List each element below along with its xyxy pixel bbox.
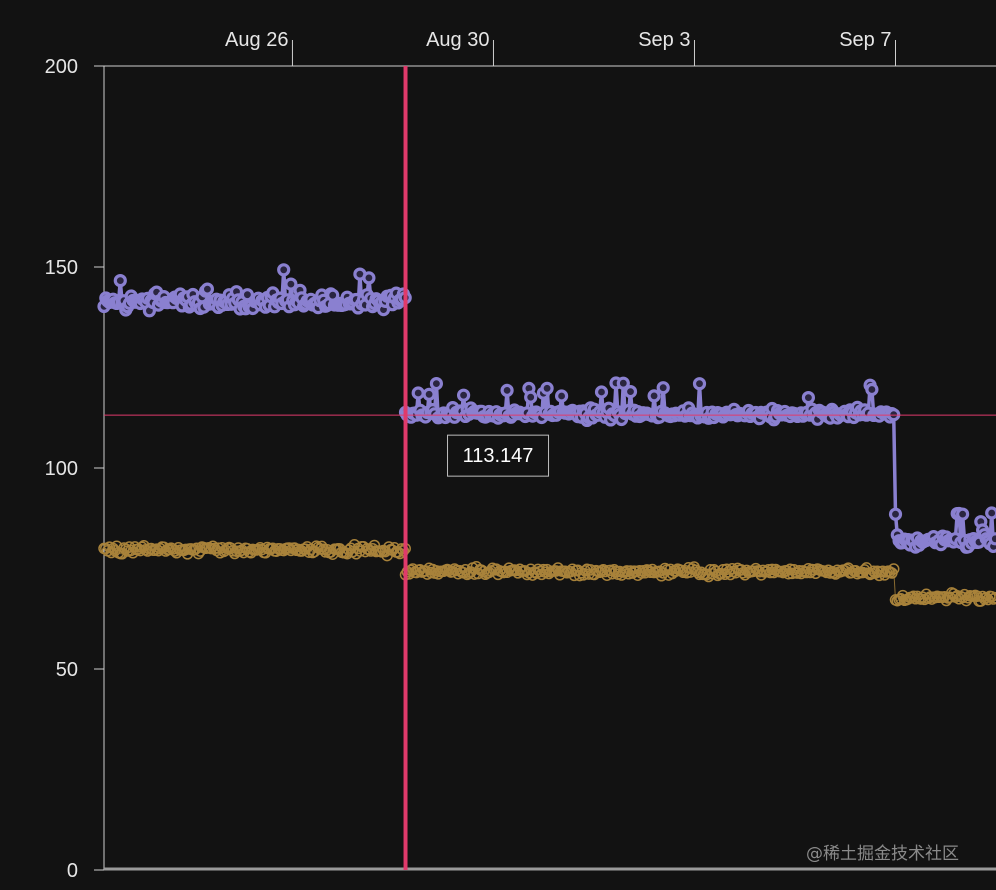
x-tick-label: Aug 30: [426, 29, 489, 51]
data-point: [559, 565, 571, 577]
series-2: [98, 539, 996, 607]
data-point: [167, 543, 179, 555]
data-point: [540, 381, 554, 395]
data-point: [635, 567, 648, 579]
data-point: [205, 542, 217, 555]
x-tick-label: Aug 26: [225, 29, 288, 51]
cursor-layer[interactable]: 113.147: [104, 66, 996, 870]
data-point: [554, 389, 569, 403]
data-point: [227, 545, 239, 557]
data-point: [169, 545, 181, 557]
y-tick-label: 0: [67, 860, 78, 882]
data-point: [865, 382, 879, 397]
series-layer: [97, 263, 996, 607]
data-point: [692, 377, 707, 391]
data-point: [200, 282, 214, 296]
x-tick-label: Sep 7: [839, 29, 891, 51]
y-tick-label: 200: [45, 56, 78, 78]
data-point: [310, 540, 323, 552]
data-point: [500, 383, 514, 397]
cursor-value-label: 113.147: [463, 445, 534, 467]
data-point: [726, 562, 738, 575]
data-point: [429, 377, 443, 391]
data-point: [985, 506, 996, 520]
data-point: [987, 593, 996, 605]
data-point: [616, 376, 630, 390]
data-point: [824, 567, 836, 579]
data-point: [633, 564, 646, 577]
data-point: [988, 532, 996, 546]
data-point: [989, 591, 996, 604]
y-tick-label: 100: [45, 458, 78, 480]
data-point: [656, 381, 670, 395]
data-point: [113, 274, 127, 288]
y-tick-label: 50: [56, 659, 78, 681]
data-point: [190, 542, 203, 555]
data-point: [594, 385, 609, 399]
data-point: [422, 387, 436, 401]
y-axis: 0 50 100 150 200: [45, 56, 105, 882]
data-point: [647, 389, 661, 403]
y-tick-label: 150: [45, 257, 78, 279]
series-1: [97, 263, 996, 554]
data-point: [801, 391, 816, 405]
data-point: [524, 390, 538, 404]
watermark: @稀土掘金技术社区: [806, 844, 959, 864]
data-point: [392, 546, 404, 558]
data-point: [623, 385, 638, 399]
data-point: [924, 591, 936, 603]
data-point: [907, 590, 920, 602]
data-point: [362, 271, 376, 285]
data-point: [909, 593, 922, 605]
cursor-value-box: [447, 434, 550, 477]
data-point: [457, 388, 471, 402]
data-point: [125, 544, 137, 557]
data-point: [284, 277, 298, 291]
x-axis: Aug 26 Aug 30 Sep 3 Sep 7: [104, 29, 996, 871]
data-point: [955, 507, 970, 521]
data-point: [724, 568, 737, 581]
data-point: [887, 563, 900, 575]
data-point: [888, 507, 903, 521]
data-point: [929, 591, 942, 604]
data-point: [411, 386, 425, 400]
x-tick-label: Sep 3: [638, 29, 690, 51]
data-point: [791, 567, 804, 579]
data-point: [397, 545, 410, 557]
data-point: [277, 263, 291, 277]
